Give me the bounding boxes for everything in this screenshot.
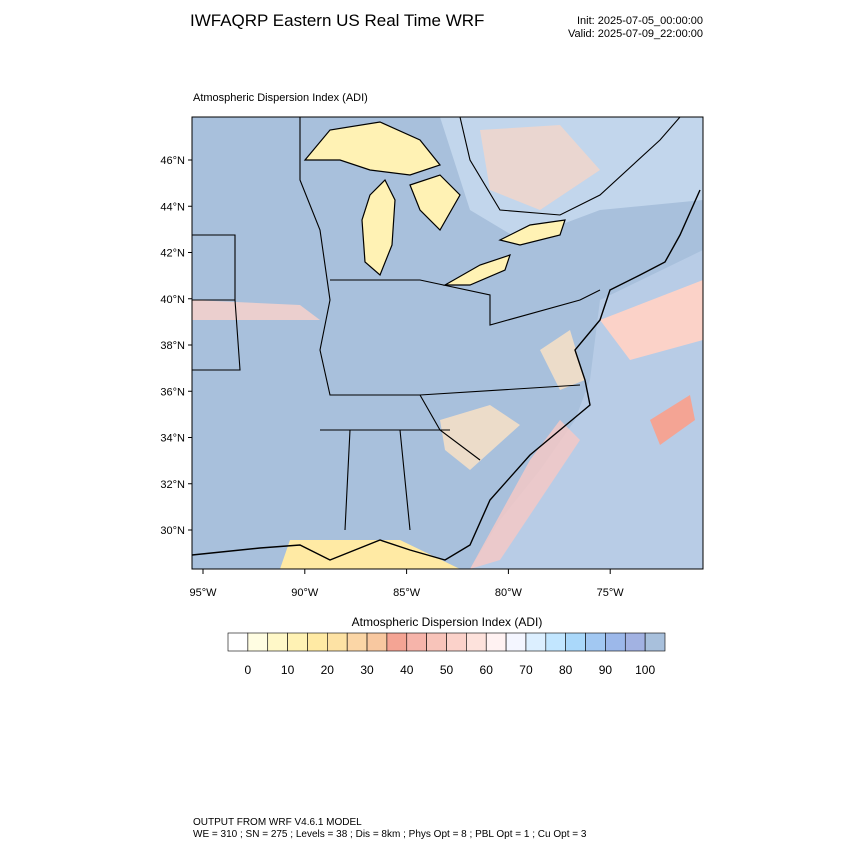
colorbar-box [505,632,527,652]
colorbar-label: 100 [635,663,655,677]
colorbar-box [644,632,666,652]
map-axes: 46°N 44°N 42°N 40°N 38°N 36°N 34°N 32°N 30°N 95°W… [160,155,624,599]
lon-label: 95°W [189,587,217,599]
lon-label: 90°W [291,587,319,599]
colorbar-label: 10 [281,663,295,677]
lat-label: 32°N [160,479,185,491]
colorbar-box [287,632,308,652]
colorbar-label: 40 [400,663,414,677]
map [192,117,703,569]
colorbar-box [624,632,646,652]
init-time: Init: 2025-07-05_00:00:00 [577,15,703,27]
lat-label: 42°N [160,248,185,260]
colorbar-label: 80 [559,663,573,677]
colorbar-box [366,632,388,652]
colorbar-box [545,632,566,652]
valid-time: Valid: 2025-07-09_22:00:00 [568,28,703,40]
colorbar-box [327,632,348,652]
colorbar-label: 30 [360,663,374,677]
footer-line: OUTPUT FROM WRF V4.6.1 MODEL [193,817,362,828]
colorbar-box [426,632,447,652]
lat-label: 40°N [160,294,185,306]
lat-label: 38°N [160,340,185,352]
colorbar-box [525,632,547,652]
colorbar-box [247,632,269,652]
colorbar-box [406,632,427,652]
colorbar-label: 50 [440,663,454,677]
lat-label: 46°N [160,155,185,167]
colorbar-box [386,632,408,652]
colorbar-box [346,632,368,652]
colorbar-box [446,632,467,652]
colorbar-box [227,632,249,652]
colorbar-label: 70 [519,663,533,677]
colorbar-title: Atmospheric Dispersion Index (ADI) [352,615,543,629]
lat-label: 36°N [160,386,185,398]
lat-label: 44°N [160,201,185,213]
lon-label: 85°W [393,587,421,599]
colorbar-label: 20 [321,663,335,677]
map-title: Atmospheric Dispersion Index (ADI) [193,92,368,104]
colorbar-box [585,632,606,652]
colorbar-label: 0 [245,663,252,677]
lat-label: 34°N [160,433,185,445]
lon-label: 80°W [495,587,523,599]
colorbar-box [267,632,288,652]
lon-label: 75°W [597,587,625,599]
title: IWFAQRP Eastern US Real Time WRF [190,11,484,30]
colorbar-box [307,632,328,652]
colorbar-label: 60 [480,663,494,677]
colorbar-box [565,632,586,652]
footer-line: WE = 310 ; SN = 275 ; Levels = 38 ; Dis … [193,829,587,840]
colorbar-box [605,632,626,652]
lat-label: 30°N [160,525,185,537]
colorbar-box [466,632,487,652]
colorbar-box [485,632,507,652]
map-frame [191,116,704,570]
colorbar-label: 90 [599,663,613,677]
colorbar: 0 10 20 30 40 50 60 70 80 90 100 [227,632,666,677]
